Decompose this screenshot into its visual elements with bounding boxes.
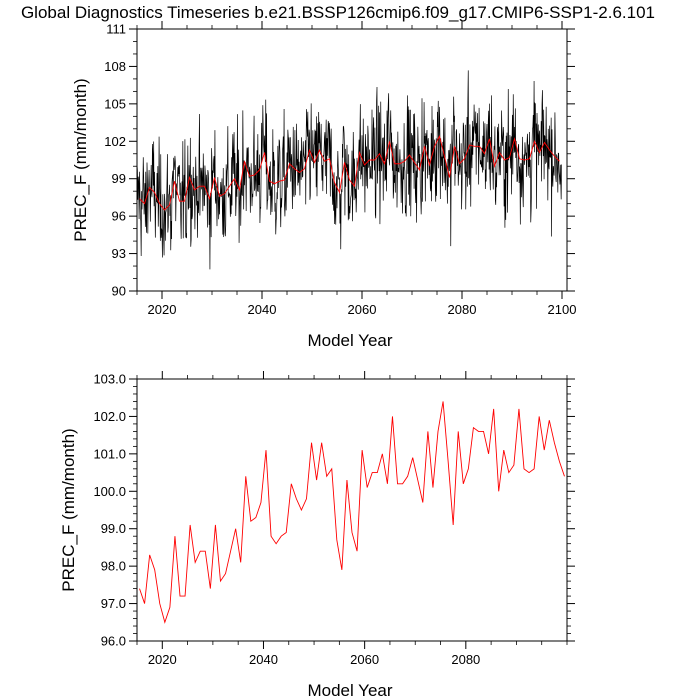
plot-frame-bottom [136,378,568,642]
y-tick-label-top: 105 [104,96,126,111]
y-tick-label-top: 96 [112,209,126,224]
x-tick-label-top: 2020 [148,302,177,317]
x-tick-label-top: 2040 [248,302,277,317]
x-tick-label-bottom: 2080 [451,652,480,667]
plot-frame-top [136,28,568,292]
x-tick-label-top: 2100 [548,302,577,317]
annual-mean-line-bottom [139,401,565,624]
x-axis-label-bottom: Model Year [307,681,392,700]
y-tick-label-bottom: 99.0 [101,521,126,536]
chart-top: 2020 2040 2060 2080 2100 90 93 96 99 102 105 108 111… [71,21,576,350]
x-axis-label-top: Model Year [307,331,392,350]
y-tick-label-bottom: 103.0 [93,372,126,387]
y-tick-label-top: 99 [112,171,126,186]
y-tick-label-top: 102 [104,134,126,149]
y-tick-label-top: 93 [112,246,126,261]
monthly-series-line [136,70,562,270]
chart-bottom: 2020 2040 2060 2080 96.0 97.0 98.0 99.0 100.0 101… [59,371,575,700]
y-tick-label-bottom: 102.0 [93,409,126,424]
y-tick-label-bottom: 98.0 [101,559,126,574]
figure-title: Global Diagnostics Timeseries b.e21.BSSP… [21,3,655,22]
y-tick-label-top: 111 [106,22,126,37]
y-tick-label-bottom: 101.0 [93,446,126,461]
y-tick-label-top: 90 [112,284,126,299]
x-tick-label-top: 2080 [448,302,477,317]
y-tick-label-top: 108 [104,59,126,74]
y-tick-label-bottom: 100.0 [93,484,126,499]
y-tick-label-bottom: 96.0 [101,634,126,649]
x-tick-label-bottom: 2040 [249,652,278,667]
y-axis-label-top: PREC_F (mm/month) [71,78,90,241]
x-tick-label-top: 2060 [348,302,377,317]
y-tick-label-bottom: 97.0 [101,596,126,611]
annual-mean-line [139,135,560,211]
x-tick-label-bottom: 2060 [350,652,379,667]
x-tick-label-bottom: 2020 [148,652,177,667]
y-axis-label-bottom: PREC_F (mm/month) [59,428,78,591]
